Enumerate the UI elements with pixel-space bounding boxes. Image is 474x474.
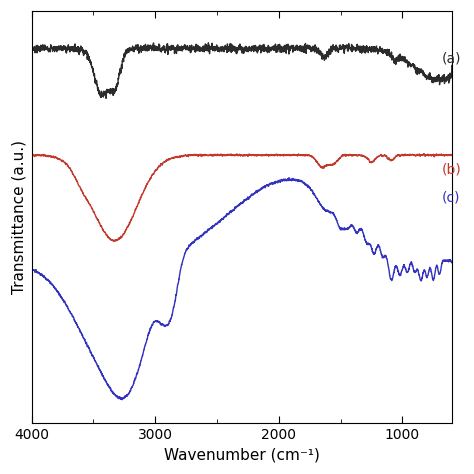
Text: (c): (c)	[442, 191, 460, 204]
Text: (a): (a)	[442, 52, 461, 66]
Text: (b): (b)	[442, 163, 462, 177]
Y-axis label: Transmittance (a.u.): Transmittance (a.u.)	[11, 140, 26, 294]
X-axis label: Wavenumber (cm⁻¹): Wavenumber (cm⁻¹)	[164, 448, 319, 463]
